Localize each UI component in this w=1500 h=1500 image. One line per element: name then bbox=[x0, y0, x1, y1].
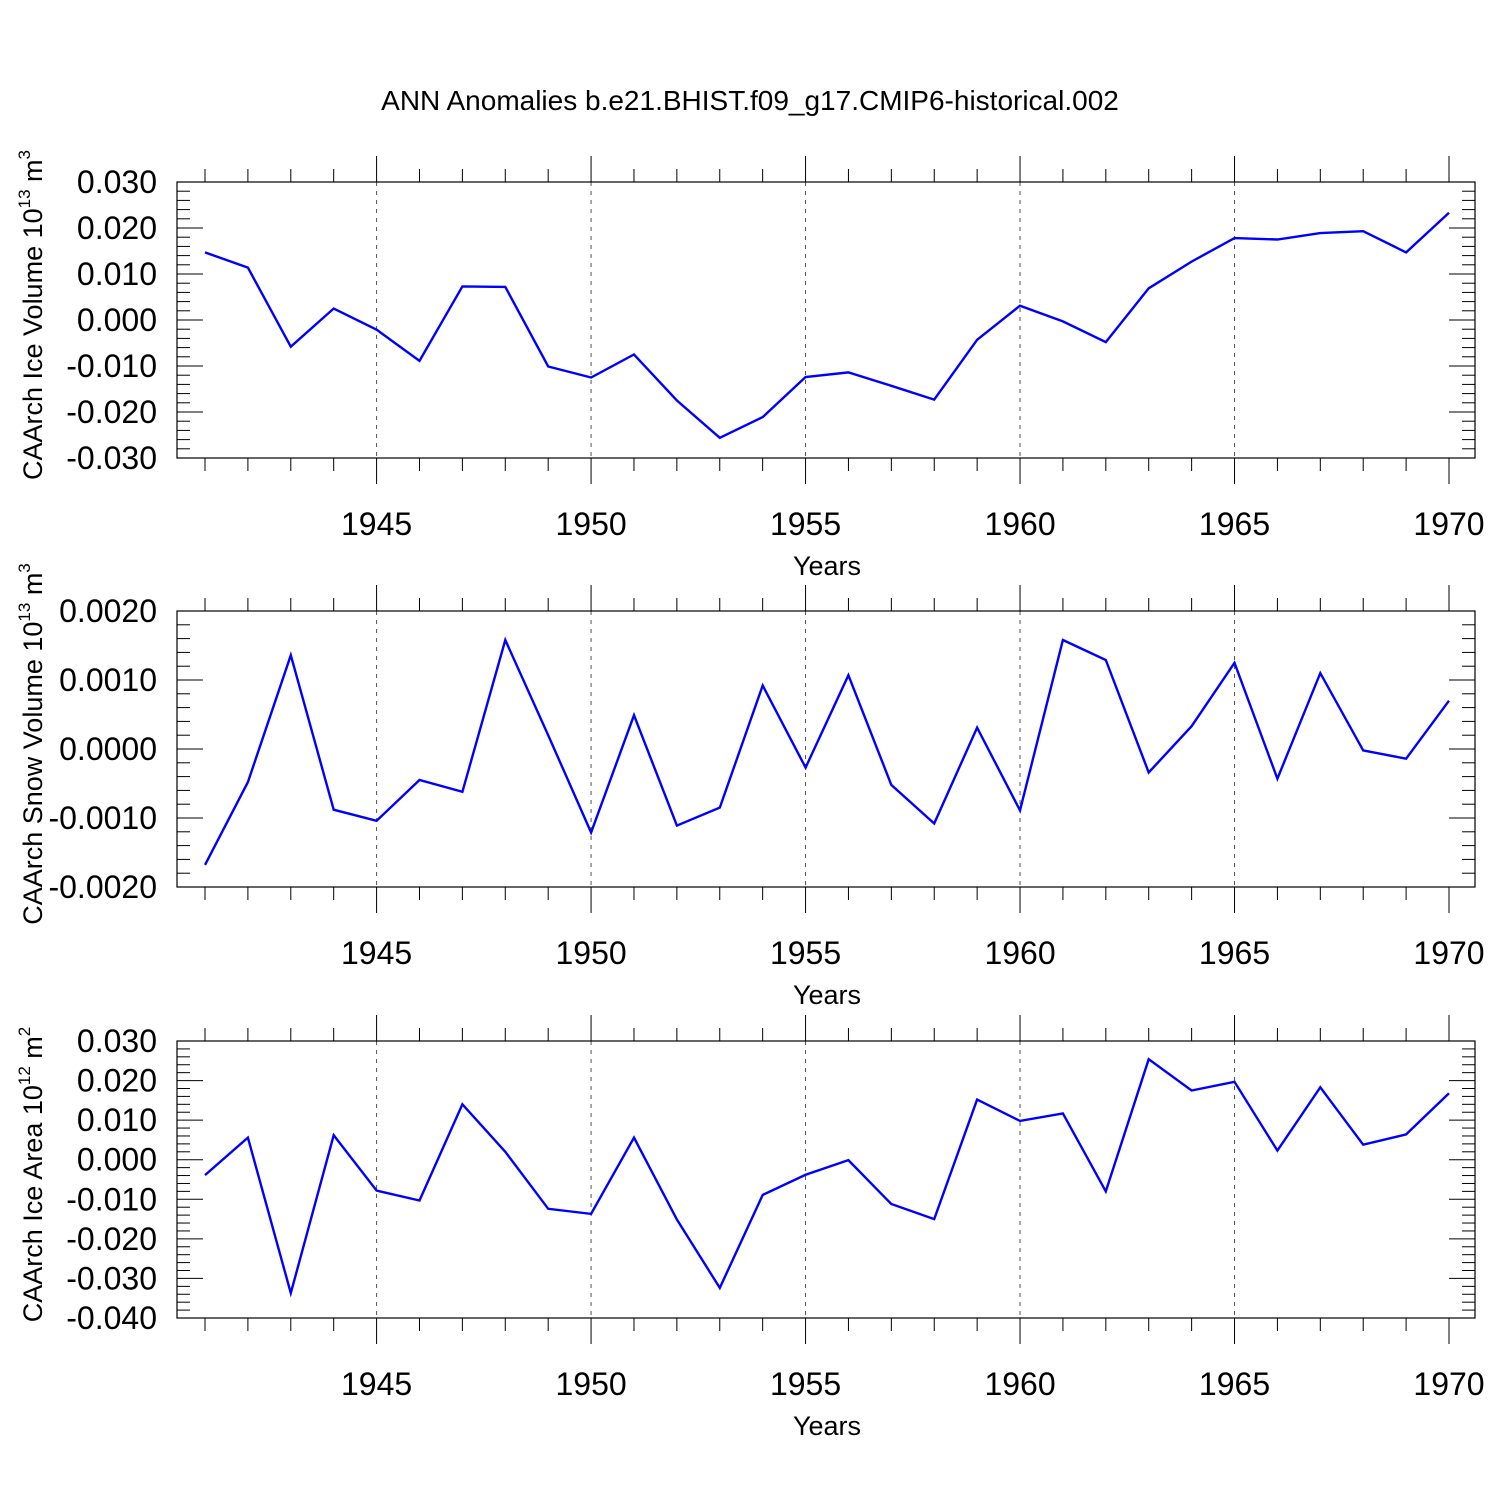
x-tick-label: 1960 bbox=[984, 1366, 1055, 1402]
x-tick-label: 1945 bbox=[341, 1366, 412, 1402]
y-tick-label: 0.0010 bbox=[59, 662, 157, 698]
y-tick-label: 0.000 bbox=[77, 1142, 157, 1178]
series-line-ice-volume bbox=[204, 211, 1450, 440]
x-tick-label: 1970 bbox=[1413, 506, 1484, 542]
series-line-snow-volume bbox=[203, 636, 1450, 866]
panel-ice-volume: -0.030 -0.020 -0.010 0.000 0.010 0.020 0.030 19… bbox=[15, 150, 1485, 581]
y-tick-label: 0.010 bbox=[77, 1102, 157, 1138]
x-tick-label: 1970 bbox=[1413, 935, 1484, 971]
chart-title: ANN Anomalies b.e21.BHIST.f09_g17.CMIP6-… bbox=[381, 85, 1119, 116]
y-tick-label: -0.010 bbox=[66, 1181, 157, 1217]
x-tick-label: 1970 bbox=[1413, 1366, 1484, 1402]
x-tick-label: 1945 bbox=[341, 935, 412, 971]
x-tick-label: 1955 bbox=[770, 1366, 841, 1402]
series-line-ice-area bbox=[204, 1057, 1450, 1298]
y-tick-label: 0.020 bbox=[77, 1063, 157, 1099]
y-tick-label: 0.0020 bbox=[59, 593, 157, 629]
y-tick-label: 0.010 bbox=[77, 256, 157, 292]
x-axis-label: Years bbox=[793, 980, 861, 1010]
panel-snow-volume: -0.0020 -0.0010 0.0000 0.0010 0.0020 1945 1950… bbox=[15, 563, 1485, 1010]
y-tick-label: -0.030 bbox=[66, 1260, 157, 1296]
y-tick-label: -0.040 bbox=[66, 1300, 157, 1336]
y-tick-label: -0.020 bbox=[66, 1221, 157, 1257]
y-tick-label: -0.030 bbox=[66, 440, 157, 476]
x-tick-label: 1950 bbox=[555, 935, 626, 971]
y-tick-label: -0.010 bbox=[66, 348, 157, 384]
y-tick-label: 0.020 bbox=[77, 210, 157, 246]
y-axis-label: CAArch Ice Volume 1013 m3 bbox=[15, 150, 48, 480]
plot-frame bbox=[176, 610, 1476, 888]
y-axis-label: CAArch Snow Volume 1013 m3 bbox=[15, 563, 48, 925]
x-tick-label: 1965 bbox=[1199, 935, 1270, 971]
y-tick-label: -0.0020 bbox=[48, 869, 157, 905]
x-axis-label: Years bbox=[793, 551, 861, 581]
y-axis-label: CAArch Ice Area 1012 m2 bbox=[15, 1027, 48, 1323]
x-axis-label: Years bbox=[793, 1411, 861, 1441]
y-tick-label: 0.030 bbox=[77, 164, 157, 200]
plot-frame bbox=[176, 1040, 1476, 1319]
x-tick-label: 1965 bbox=[1199, 506, 1270, 542]
x-tick-label: 1965 bbox=[1199, 1366, 1270, 1402]
y-tick-label: -0.020 bbox=[66, 394, 157, 430]
y-tick-label: 0.000 bbox=[77, 302, 157, 338]
x-tick-label: 1950 bbox=[555, 1366, 626, 1402]
x-tick-label: 1950 bbox=[555, 506, 626, 542]
y-tick-label: 0.0000 bbox=[59, 731, 157, 767]
x-tick-label: 1960 bbox=[984, 935, 1055, 971]
x-tick-label: 1955 bbox=[770, 506, 841, 542]
plot-frame bbox=[176, 181, 1476, 459]
x-tick-label: 1945 bbox=[341, 506, 412, 542]
y-tick-label: -0.0010 bbox=[48, 800, 157, 836]
x-tick-label: 1960 bbox=[984, 506, 1055, 542]
x-tick-label: 1955 bbox=[770, 935, 841, 971]
y-tick-label: 0.030 bbox=[77, 1023, 157, 1059]
